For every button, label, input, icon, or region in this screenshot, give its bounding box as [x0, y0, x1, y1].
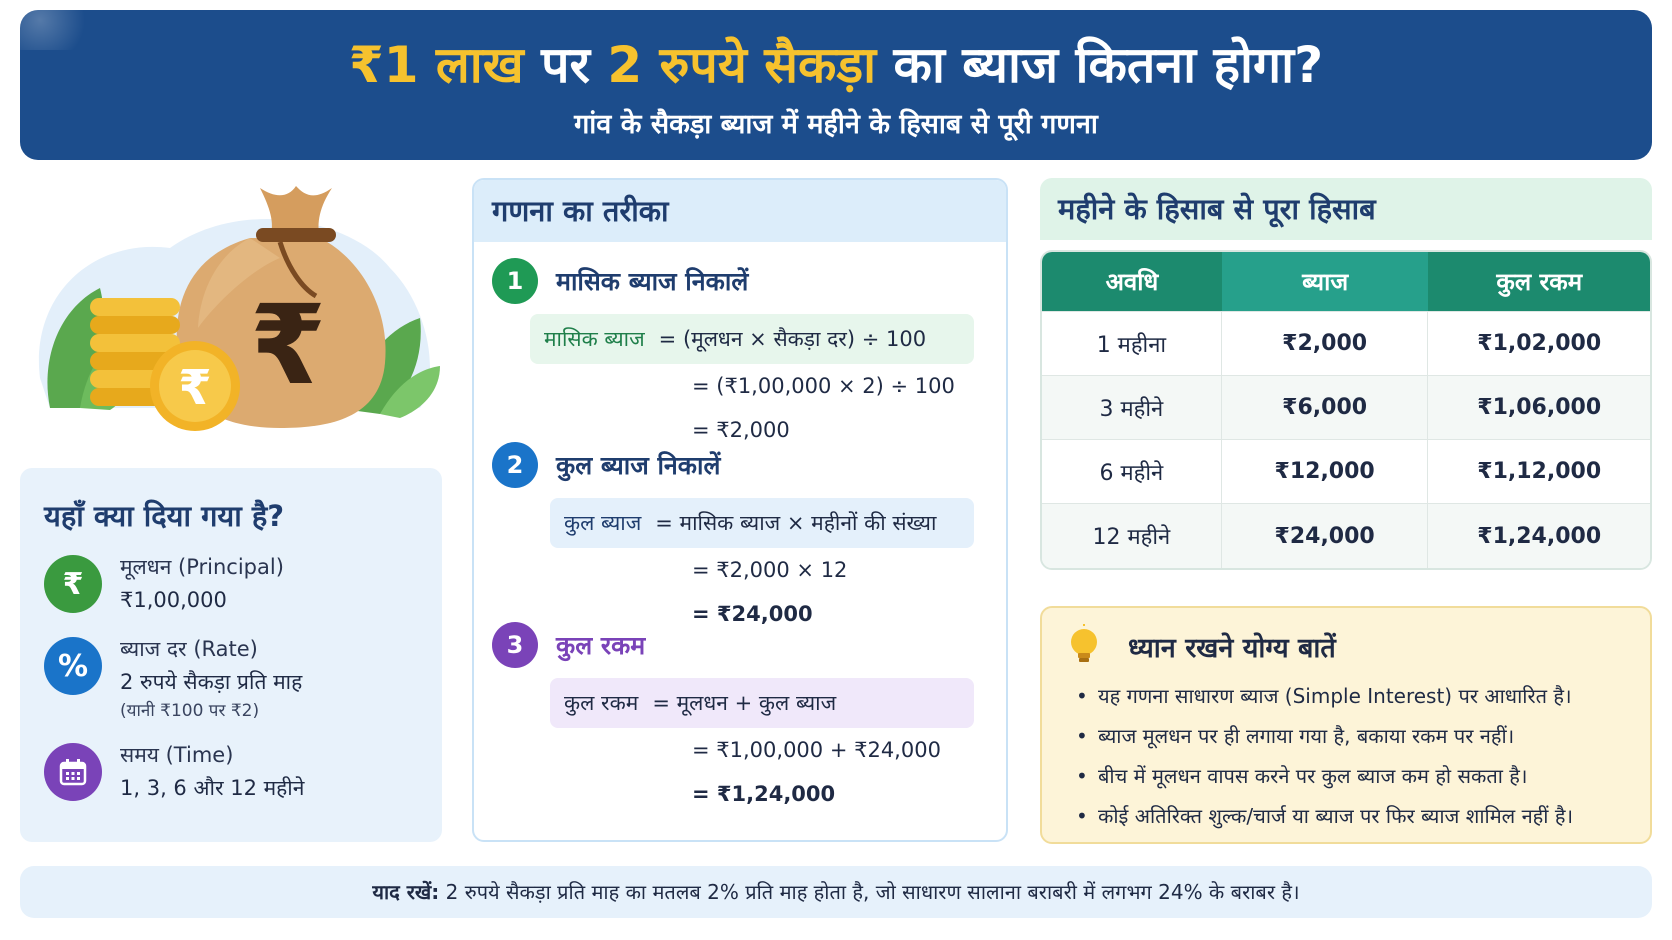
step-3: 3 कुल रकम कुल रकम = मूलधन + कुल ब्याज = … — [492, 618, 992, 816]
reminder-footer: याद रखें: 2 रुपये सैकड़ा प्रति माह का मत… — [20, 866, 1652, 918]
table-cell: ₹24,000 — [1222, 504, 1429, 568]
title-question: का ब्याज कितना होगा? — [876, 36, 1324, 94]
table-cell: ₹2,000 — [1222, 312, 1429, 375]
column-header: कुल रकम — [1496, 268, 1583, 296]
header-banner: ₹1 लाख पर 2 रुपये सैकड़ा का ब्याज कितना … — [20, 10, 1652, 160]
step-title: कुल रकम — [556, 631, 646, 660]
rupee-icon: ₹ — [44, 555, 102, 613]
title-amount: ₹1 लाख — [348, 36, 524, 94]
rate-value: 2 रुपये सैकड़ा प्रति माह — [120, 670, 303, 694]
calc-result: = ₹2,000 — [692, 418, 790, 442]
svg-text:₹: ₹ — [178, 360, 211, 416]
principal-label: मूलधन (Principal) — [120, 555, 284, 579]
calc-result: = ₹1,24,000 — [692, 782, 836, 806]
table-header-row: अवधि ब्याज कुल रकम — [1042, 252, 1650, 312]
formula-expression: = (मूलधन × सैकड़ा दर) ÷ 100 — [658, 327, 927, 351]
table-row: 12 महीने ₹24,000 ₹1,24,000 — [1042, 504, 1650, 568]
given-time: समय (Time) 1, 3, 6 और 12 महीने — [44, 739, 418, 805]
lightbulb-icon — [1071, 624, 1097, 662]
given-principal: ₹ मूलधन (Principal) ₹1,00,000 — [44, 551, 418, 617]
percent-icon: % — [44, 637, 102, 695]
given-info-panel: यहाँ क्या दिया गया है? ₹ मूलधन (Principa… — [20, 468, 442, 842]
table-cell: ₹12,000 — [1222, 440, 1429, 503]
step-1: 1 मासिक ब्याज निकालें मासिक ब्याज = (मूल… — [492, 254, 992, 452]
title-rate: 2 रुपये सैकड़ा — [607, 36, 877, 94]
list-item: ब्याज मूलधन पर ही लगाया गया है, बकाया रक… — [1076, 716, 1630, 756]
svg-text:₹: ₹ — [250, 281, 327, 409]
table-row: 3 महीने ₹6,000 ₹1,06,000 — [1042, 376, 1650, 440]
notes-panel: ध्यान रखने योग्य बातें यह गणना साधारण ब्… — [1040, 606, 1652, 844]
list-item: कोई अतिरिक्त शुल्क/चार्ज या ब्याज पर फिर… — [1076, 796, 1630, 836]
table-row: 1 महीना ₹2,000 ₹1,02,000 — [1042, 312, 1650, 376]
column-header: ब्याज — [1221, 252, 1429, 311]
formula-term: कुल रकम — [564, 691, 639, 715]
page-subtitle: गांव के सैकड़ा ब्याज में महीने के हिसाब … — [574, 109, 1098, 140]
rate-label: ब्याज दर (Rate) — [120, 637, 258, 661]
money-bag-icon: ₹ ₹ — [38, 186, 440, 431]
table-cell: ₹1,24,000 — [1477, 523, 1602, 549]
rate-note: (यानी ₹100 पर ₹2) — [120, 701, 260, 721]
step-number: 2 — [492, 442, 538, 488]
given-rate: % ब्याज दर (Rate) 2 रुपये सैकड़ा प्रति म… — [44, 633, 418, 723]
table-cell: ₹1,12,000 — [1477, 459, 1602, 484]
table-cell: 6 महीने — [1042, 440, 1222, 503]
calendar-icon — [44, 743, 102, 801]
formula-box: मासिक ब्याज = (मूलधन × सैकड़ा दर) ÷ 100 — [530, 314, 974, 364]
calc-line: = ₹2,000 × 12 — [692, 558, 848, 582]
column-header: अवधि — [1105, 268, 1159, 296]
step-title: मासिक ब्याज निकालें — [556, 267, 749, 296]
table-cell: ₹6,000 — [1222, 376, 1429, 439]
reminder-label: याद रखें: — [372, 880, 440, 904]
calc-result: = ₹24,000 — [692, 602, 813, 626]
reminder-text: 2 रुपये सैकड़ा प्रति माह का मतलब 2% प्रत… — [439, 880, 1300, 904]
calc-title: गणना का तरीका — [474, 180, 1006, 242]
formula-expression: = मासिक ब्याज × महीनों की संख्या — [655, 511, 937, 535]
table-cell: 12 महीने — [1042, 504, 1222, 568]
table-cell: ₹1,06,000 — [1477, 395, 1602, 420]
notes-title: ध्यान रखने योग्य बातें — [1128, 632, 1336, 664]
list-item: बीच में मूलधन वापस करने पर कुल ब्याज कम … — [1076, 756, 1630, 796]
given-title: यहाँ क्या दिया गया है? — [44, 499, 285, 533]
time-label: समय (Time) — [120, 743, 234, 767]
money-bag-illustration: ₹ ₹ — [20, 178, 450, 448]
formula-term: कुल ब्याज — [564, 511, 642, 535]
monthly-table-title: महीने के हिसाब से पूरा हिसाब — [1040, 178, 1652, 240]
table-cell: 1 महीना — [1042, 312, 1222, 375]
title-connector: पर — [523, 36, 608, 94]
step-number: 3 — [492, 622, 538, 668]
step-2: 2 कुल ब्याज निकालें कुल ब्याज = मासिक ब्… — [492, 438, 992, 636]
step-title: कुल ब्याज निकालें — [556, 451, 721, 480]
time-value: 1, 3, 6 और 12 महीने — [120, 776, 305, 800]
step-number: 1 — [492, 258, 538, 304]
table-row: 6 महीने ₹12,000 ₹1,12,000 — [1042, 440, 1650, 504]
table-cell: ₹1,02,000 — [1477, 331, 1602, 356]
formula-term: मासिक ब्याज — [544, 327, 645, 351]
formula-box: कुल रकम = मूलधन + कुल ब्याज — [550, 678, 974, 728]
calc-line: = ₹1,00,000 + ₹24,000 — [692, 738, 941, 762]
table-cell: 3 महीने — [1042, 376, 1222, 439]
list-item: यह गणना साधारण ब्याज (Simple Interest) प… — [1076, 676, 1630, 716]
formula-box: कुल ब्याज = मासिक ब्याज × महीनों की संख्… — [550, 498, 974, 548]
monthly-table: अवधि ब्याज कुल रकम 1 महीना ₹2,000 ₹1,02,… — [1040, 250, 1652, 570]
notes-list: यह गणना साधारण ब्याज (Simple Interest) प… — [1062, 676, 1630, 836]
calculation-method-panel: गणना का तरीका 1 मासिक ब्याज निकालें मासि… — [472, 178, 1008, 842]
principal-value: ₹1,00,000 — [120, 588, 227, 612]
calc-line: = (₹1,00,000 × 2) ÷ 100 — [692, 374, 955, 398]
formula-expression: = मूलधन + कुल ब्याज — [652, 691, 837, 715]
page-title: ₹1 लाख पर 2 रुपये सैकड़ा का ब्याज कितना … — [20, 34, 1652, 96]
